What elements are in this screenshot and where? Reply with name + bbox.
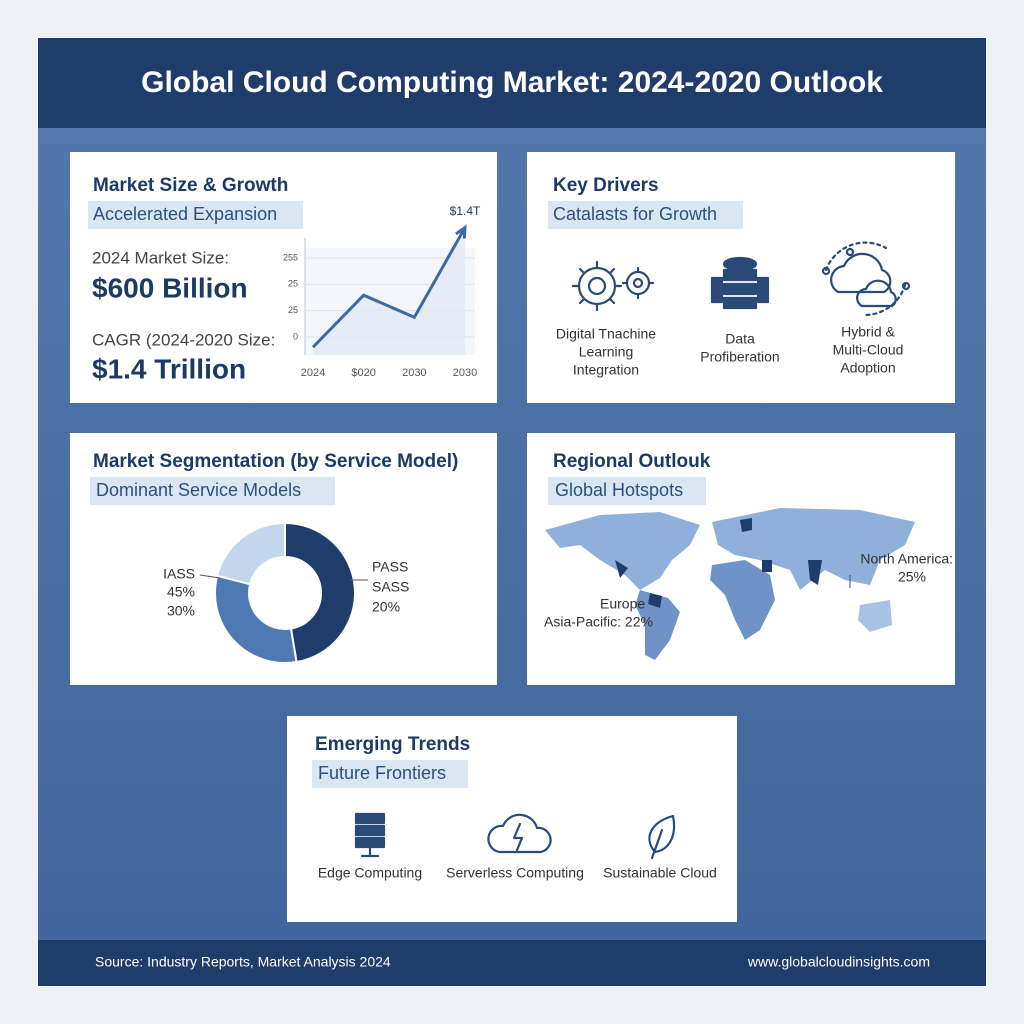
header-band xyxy=(38,38,986,128)
segment-label: 45% xyxy=(167,584,195,600)
x-tick-label: 2024 xyxy=(301,367,325,379)
serverless-icon xyxy=(487,813,552,854)
subtitle-highlight xyxy=(90,477,335,505)
panel-subtitle: Dominant Service Models xyxy=(96,480,301,500)
edge-icon xyxy=(354,812,386,858)
x-tick-label: 2030 xyxy=(453,367,477,379)
driver-label: Adoption xyxy=(840,360,895,376)
x-tick-label: 2030 xyxy=(402,367,426,379)
donut-segment xyxy=(284,521,356,664)
region-share: 25% xyxy=(898,569,926,585)
trend-label: Edge Computing xyxy=(318,865,422,881)
trend-label: Serverless Computing xyxy=(446,865,584,881)
x-tick-label: $020 xyxy=(351,367,375,379)
stat-value: $1.4 Trillion xyxy=(92,353,246,384)
panel-subtitle: Accelerated Expansion xyxy=(93,204,277,224)
segment-label: 30% xyxy=(167,603,195,619)
panel-title: Market Size & Growth xyxy=(93,175,288,196)
leader-line xyxy=(199,574,221,579)
y-axis-label: 0 xyxy=(293,331,298,341)
panel-title: Market Segmentation (by Service Model) xyxy=(93,451,458,472)
panel xyxy=(527,433,955,685)
driver-label: Hybrid & xyxy=(841,324,895,340)
stat-value: $600 Billion xyxy=(92,272,248,303)
subtitle-highlight xyxy=(548,201,743,229)
panel-title: Regional Outlouk xyxy=(553,451,711,472)
subtitle-highlight xyxy=(312,760,468,788)
segment-label: SASS xyxy=(372,579,409,595)
driver-label: Data xyxy=(725,331,755,347)
line-area xyxy=(313,227,465,355)
gears-icon xyxy=(571,260,655,312)
panel-subtitle: Catalasts for Growth xyxy=(553,204,717,224)
segment-label: IASS xyxy=(163,566,195,582)
stat-label: 2024 Market Size: xyxy=(92,248,229,267)
driver-label: Learning xyxy=(579,344,634,360)
footer-website: www.globalcloudinsights.com xyxy=(747,954,930,970)
hybrid-cloud-icon xyxy=(821,241,911,317)
leaf-icon xyxy=(648,814,676,860)
world-map xyxy=(545,508,915,660)
stat-label: CAGR (2024-2020 Size: xyxy=(92,330,275,349)
annotation: $1.4T xyxy=(450,204,481,218)
segment-label: 20% xyxy=(372,599,400,615)
database-icon xyxy=(710,256,770,310)
y-axis-label: 255 xyxy=(283,252,298,262)
driver-label: Multi-Cloud xyxy=(833,342,904,358)
region-label: North America: xyxy=(860,551,953,567)
region-label: Asia-Pacific: 22% xyxy=(544,614,653,630)
segment-label: PASS xyxy=(372,559,408,575)
region-label: Europe xyxy=(600,596,645,612)
page-title: Global Cloud Computing Market: 2024-2020… xyxy=(141,66,883,99)
driver-labels: Digital Tnachine Learning Integration Data P… xyxy=(556,324,903,378)
line-chart: 255 25 25 0 2024 $020 2030 2030 $1.4T xyxy=(283,204,481,379)
trend-labels: Edge Computing Serverless Computing Sustai… xyxy=(318,865,717,881)
driver-label: Digital Tnachine xyxy=(556,326,656,342)
y-axis-label: 25 xyxy=(288,305,298,315)
trend-label: Sustainable Cloud xyxy=(603,865,717,881)
footer-source: Source: Industry Reports, Market Analysi… xyxy=(95,954,391,970)
driver-label: Integration xyxy=(573,362,639,378)
donut-segment xyxy=(214,574,298,664)
panel-title: Key Drivers xyxy=(553,175,659,196)
y-axis-label: 25 xyxy=(288,279,298,289)
arrow-head xyxy=(455,224,467,239)
donut-segment xyxy=(215,521,286,586)
subtitle-highlight xyxy=(548,477,706,505)
panel-subtitle: Future Frontiers xyxy=(318,763,446,783)
line xyxy=(311,226,467,349)
donut-chart: IASS 45% 30% PASS SASS 20% xyxy=(163,521,409,664)
subtitle-highlight xyxy=(88,201,303,229)
driver-label: Profiberation xyxy=(700,349,779,365)
panel-subtitle: Global Hotspots xyxy=(555,480,683,500)
panel-title: Emerging Trends xyxy=(315,734,470,755)
footer-band xyxy=(38,940,986,986)
